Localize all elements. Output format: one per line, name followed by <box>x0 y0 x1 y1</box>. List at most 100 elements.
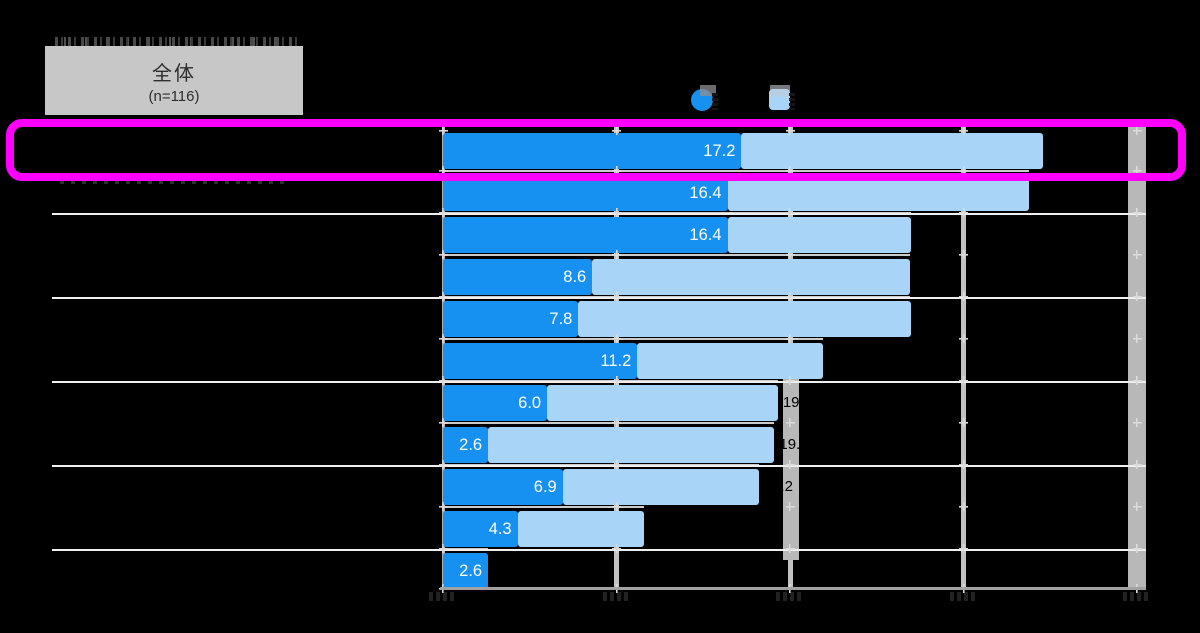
grid-cross-mark <box>1132 208 1142 217</box>
pair-separator-line <box>52 297 1146 299</box>
grid-cross-mark <box>785 250 795 259</box>
primary-value-label: 16.4 <box>689 226 722 244</box>
vertical-gridline <box>961 127 966 588</box>
secondary-bar-segment <box>637 343 823 379</box>
total-value-label: 27.0 <box>916 310 946 327</box>
total-value-label: 21.9 <box>827 352 858 369</box>
primary-bar-segment: 6.9 <box>443 469 563 505</box>
x-axis-tick-label <box>1123 592 1151 601</box>
grid-cross-mark <box>785 418 795 427</box>
legend-text-smudge-1 <box>700 85 716 96</box>
grid-cross-mark <box>785 166 795 175</box>
primary-value-label: 8.6 <box>563 268 587 286</box>
primary-value-label: 2.6 <box>459 562 483 580</box>
primary-value-label: 11.2 <box>600 352 632 370</box>
primary-bar-segment: 11.2 <box>443 343 638 379</box>
legend-label-fragment-1 <box>712 93 718 110</box>
secondary-bar-segment <box>547 385 778 421</box>
grid-cross-mark <box>612 544 621 553</box>
grid-cross-mark <box>785 292 795 301</box>
grid-cross-mark <box>612 208 621 217</box>
total-value-label: 26.9 <box>914 268 944 285</box>
grid-cross-mark <box>438 544 448 553</box>
grid-cross-mark <box>612 460 621 469</box>
grid-cross-mark <box>612 126 621 135</box>
grid-cross-mark <box>438 502 448 511</box>
secondary-bar-segment <box>488 427 775 463</box>
legend-text-smudge-2 <box>770 85 790 97</box>
primary-bar-segment: 2.6 <box>443 427 489 463</box>
grid-cross-mark <box>438 376 448 385</box>
total-value-label: 11.6 <box>649 520 678 537</box>
grid-cross-mark <box>438 334 448 343</box>
grid-cross-mark <box>1132 250 1142 259</box>
primary-value-label: 7.8 <box>549 310 573 328</box>
total-value-label: 2.6 <box>493 562 514 579</box>
grid-cross-mark <box>438 166 448 175</box>
row-gap-line <box>443 338 823 340</box>
grid-cross-mark <box>959 418 968 427</box>
total-value-label: 18.2 <box>763 478 793 495</box>
primary-bar-segment: 4.3 <box>443 511 518 547</box>
primary-bar-segment: 8.6 <box>443 259 593 295</box>
grid-cross-mark <box>438 250 448 259</box>
grid-cross-mark <box>1132 126 1142 135</box>
grid-cross-mark <box>438 208 448 217</box>
secondary-bar-segment <box>578 301 912 337</box>
grid-cross-mark <box>785 376 795 385</box>
grid-cross-mark <box>612 292 621 301</box>
x-axis-line <box>440 587 1146 590</box>
secondary-bar-segment <box>592 259 910 295</box>
grid-cross-mark <box>1132 166 1142 175</box>
total-value-label: 33.8 <box>1034 184 1064 201</box>
pair-separator-line <box>52 381 1146 383</box>
grid-cross-mark <box>612 250 621 259</box>
row-gap-line <box>443 170 1030 172</box>
pair-separator-line <box>52 549 1146 551</box>
grid-cross-mark <box>1132 376 1142 385</box>
row-gap-line <box>443 254 910 256</box>
row-gap-line <box>443 506 645 508</box>
primary-value-label: 6.9 <box>533 478 557 496</box>
thick-gray-bar-right <box>1128 127 1146 590</box>
grid-cross-mark <box>959 126 968 135</box>
grid-cross-mark <box>1132 418 1142 427</box>
grid-cross-mark <box>785 126 795 135</box>
secondary-bar-segment <box>741 133 1044 169</box>
grid-cross-mark <box>959 250 968 259</box>
grid-cross-mark <box>959 292 968 301</box>
primary-bar-segment: 16.4 <box>443 217 728 253</box>
primary-bar-segment: 7.8 <box>443 301 579 337</box>
pair-separator-line <box>52 465 1146 467</box>
x-axis-tick-label <box>429 592 457 601</box>
pair-separator-line <box>52 213 1146 215</box>
x-axis-tick-label <box>776 592 804 601</box>
grid-cross-mark <box>785 460 795 469</box>
grid-cross-mark <box>959 166 968 175</box>
grid-cross-mark <box>959 376 968 385</box>
grid-cross-mark <box>612 166 621 175</box>
grid-cross-mark <box>1132 334 1142 343</box>
primary-value-label: 4.3 <box>488 520 512 538</box>
total-value-label: 34.6 <box>1048 142 1078 159</box>
secondary-bar-segment <box>562 469 759 505</box>
clipped-row-label-fragments <box>60 181 290 184</box>
total-value-label: 19.3 <box>782 394 813 411</box>
grid-cross-mark <box>785 502 795 511</box>
grid-cross-mark <box>438 126 448 135</box>
grid-cross-mark <box>612 418 621 427</box>
grid-cross-mark <box>1132 502 1142 511</box>
primary-value-label: 2.6 <box>459 436 483 454</box>
grid-cross-mark <box>1132 460 1142 469</box>
sample-group-box: 全体 (n=116) <box>45 46 303 115</box>
primary-value-label: 16.4 <box>689 184 722 202</box>
total-value-label: 27.0 <box>916 226 946 243</box>
highlight-annotation-box <box>6 119 1186 181</box>
secondary-bar-segment <box>517 511 645 547</box>
grid-cross-mark <box>612 502 621 511</box>
grid-cross-mark <box>785 544 795 553</box>
grid-cross-mark <box>1132 544 1142 553</box>
grid-cross-mark <box>785 208 795 217</box>
grid-cross-mark <box>959 208 968 217</box>
